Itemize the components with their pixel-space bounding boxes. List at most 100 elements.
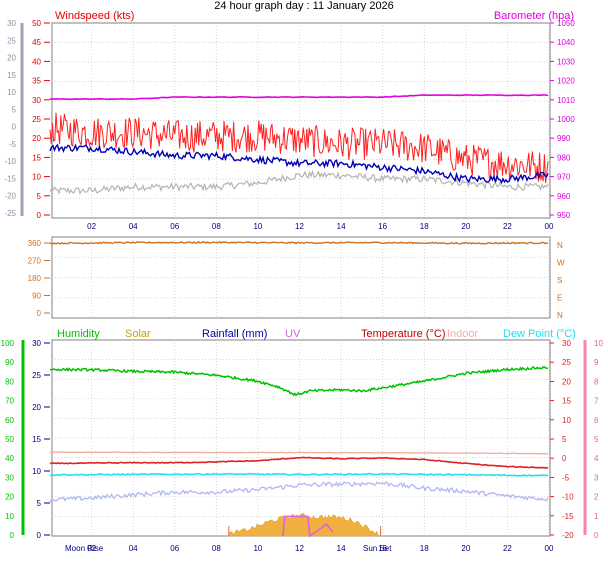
wind-outer-tick-label: -5: [9, 140, 17, 149]
direction-left-tick-label: 0: [37, 309, 42, 318]
humidity-tick-label: 70: [5, 397, 14, 406]
temperature-tick-label: -5: [562, 473, 570, 482]
climate-x-tick-label: 06: [170, 544, 179, 553]
wind-x-tick-label: 08: [212, 222, 221, 231]
humidity-tick-label: 80: [5, 377, 14, 386]
uv-tick-label: 2: [594, 493, 599, 502]
humidity-tick-label: 90: [5, 358, 14, 367]
uv-line: [282, 515, 334, 538]
wind-x-tick-label: 22: [503, 222, 512, 231]
humidity-tick-label: 10: [5, 512, 14, 521]
indoor-temp-line: [49, 451, 548, 455]
direction-left-tick-label: 180: [28, 274, 42, 283]
wind-x-tick-label: 20: [461, 222, 470, 231]
climate-x-tick-label: 10: [253, 544, 262, 553]
wind-outer-tick-label: 0: [12, 123, 17, 132]
rainfall-tick-label: 0: [37, 531, 42, 540]
wind-x-tick-label: 16: [378, 222, 387, 231]
sun-set-label: Sun Set: [363, 544, 392, 553]
wind-outer-tick-label: -20: [4, 192, 16, 201]
wind-left-tick-label: 50: [32, 19, 41, 28]
uv-tick-label: 9: [594, 358, 599, 367]
temperature-tick-label: 20: [562, 377, 571, 386]
baro-legend-label: Barometer (hpa): [494, 10, 574, 22]
baro-right-tick-label: 1000: [557, 115, 575, 124]
uv-tick-label: 8: [594, 377, 599, 386]
climate-x-tick-label: 08: [212, 544, 221, 553]
wind-x-tick-label: 00: [545, 222, 554, 231]
temperature-tick-label: -10: [562, 493, 574, 502]
humidity-tick-label: 60: [5, 416, 14, 425]
wind-x-tick-label: 18: [420, 222, 429, 231]
climate-legend-label: UV: [285, 328, 301, 340]
temperature-tick-label: -20: [562, 531, 574, 540]
direction-right-tick-label: N: [557, 241, 563, 250]
baro-right-tick-label: 960: [557, 192, 571, 201]
climate-legend-label: Dew Point (°C): [503, 328, 576, 340]
solar-area: [228, 513, 379, 537]
direction-right-tick-label: N: [557, 311, 563, 320]
temperature-tick-label: -15: [562, 512, 574, 521]
wind-left-tick-label: 35: [32, 77, 41, 86]
wind-left-tick-label: 15: [32, 153, 41, 162]
wind-outer-tick-label: -15: [4, 174, 16, 183]
wind-left-tick-label: 40: [32, 57, 41, 66]
climate-x-tick-label: 04: [129, 544, 138, 553]
climate-legend-label: Solar: [125, 328, 151, 340]
rainfall-tick-label: 30: [32, 339, 41, 348]
uv-tick-label: 5: [594, 435, 599, 444]
baro-right-tick-label: 1020: [557, 77, 575, 86]
temperature-tick-label: 10: [562, 416, 571, 425]
apparent-temp-line: [49, 480, 549, 503]
wind-legend-label: Windspeed (kts): [55, 10, 134, 22]
direction-right-tick-label: S: [557, 276, 562, 285]
humidity-tick-label: 40: [5, 454, 14, 463]
climate-x-tick-label: 02: [87, 544, 96, 553]
wind-direction-line: [49, 240, 549, 245]
wind-outer-tick-label: -10: [4, 157, 16, 166]
wind-x-tick-label: 10: [253, 222, 262, 231]
wind-outer-tick-label: 10: [7, 88, 16, 97]
wind-x-tick-label: 06: [170, 222, 179, 231]
baro-right-tick-label: 1050: [557, 19, 575, 28]
moon-rise-label: Moon Rise: [65, 544, 104, 553]
direction-right-tick-label: E: [557, 294, 562, 303]
climate-x-tick-label: 22: [503, 544, 512, 553]
wind-outer-tick-label: 20: [7, 54, 16, 63]
rainfall-tick-label: 5: [37, 499, 42, 508]
wind-left-tick-label: 30: [32, 96, 41, 105]
wind-x-tick-label: 14: [337, 222, 346, 231]
baro-right-tick-label: 1040: [557, 38, 575, 47]
climate-legend-label: Humidity: [57, 328, 100, 340]
uv-tick-label: 1: [594, 512, 599, 521]
chart-title: 24 hour graph day : 11 January 2026: [214, 0, 394, 12]
baro-right-tick-label: 980: [557, 153, 571, 162]
wind-left-tick-label: 45: [32, 38, 41, 47]
humidity-tick-label: 30: [5, 473, 14, 482]
wind-gust-line: [49, 112, 549, 184]
wind-outer-tick-label: 5: [12, 105, 17, 114]
climate-x-tick-label: 16: [378, 544, 387, 553]
climate-x-tick-label: 14: [337, 544, 346, 553]
wind-outer-tick-label: 30: [7, 19, 16, 28]
temperature-tick-label: 5: [562, 435, 567, 444]
rainfall-tick-label: 10: [32, 467, 41, 476]
temperature-tick-label: 30: [562, 339, 571, 348]
humidity-tick-label: 100: [1, 339, 15, 348]
climate-x-tick-label: 12: [295, 544, 304, 553]
uv-tick-label: 7: [594, 397, 599, 406]
wind-lull-line: [49, 169, 549, 195]
uv-tick-label: 4: [594, 454, 599, 463]
wind-outer-tick-label: 15: [7, 71, 16, 80]
wind-outer-tick-label: 25: [7, 36, 16, 45]
climate-legend-label: Indoor: [447, 328, 479, 340]
direction-left-tick-label: 90: [32, 292, 41, 301]
wind-left-tick-label: 25: [32, 115, 41, 124]
barometer-line: [49, 94, 549, 101]
wind-x-tick-label: 12: [295, 222, 304, 231]
uv-tick-label: 6: [594, 416, 599, 425]
uv-tick-label: 0: [594, 531, 599, 540]
wind-x-tick-label: 04: [129, 222, 138, 231]
rainfall-tick-label: 15: [32, 435, 41, 444]
